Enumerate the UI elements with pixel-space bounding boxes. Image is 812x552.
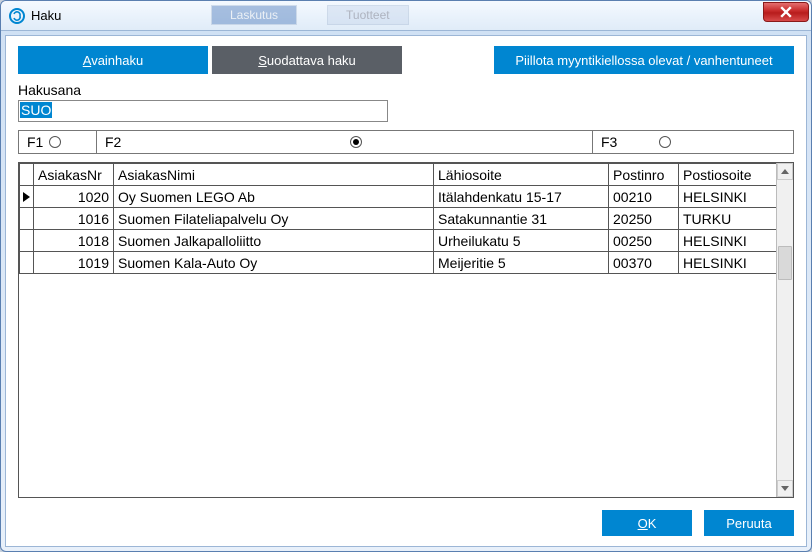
col-postiosoite[interactable]: Postiosoite (679, 164, 777, 186)
ok-button[interactable]: OK (602, 510, 692, 536)
col-asiakasnimi[interactable]: AsiakasNimi (114, 164, 434, 186)
scroll-thumb[interactable] (778, 246, 792, 280)
search-field-block: Hakusana SUO (18, 82, 794, 122)
col-postinro[interactable]: Postinro (609, 164, 679, 186)
radio-indicator (49, 136, 61, 148)
row-indicator-cell (20, 230, 34, 252)
current-row-icon (23, 192, 30, 202)
cell-lahi: Urheilukatu 5 (434, 230, 609, 252)
table-row[interactable]: 1019Suomen Kala-Auto OyMeijeritie 500370… (20, 252, 777, 274)
results-grid: AsiakasNr AsiakasNimi Lähiosoite Postinr… (18, 162, 794, 498)
cell-nr: 1018 (34, 230, 114, 252)
cell-pnro: 20250 (609, 208, 679, 230)
bg-tab: Tuotteet (327, 5, 409, 25)
cell-nr: 1019 (34, 252, 114, 274)
tab-suodattava[interactable]: Suodattava haku (212, 46, 402, 74)
cell-pnro: 00370 (609, 252, 679, 274)
cell-nimi: Suomen Jalkapalloliitto (114, 230, 434, 252)
window-title: Haku (31, 8, 61, 23)
tab-label-rest: vainhaku (91, 53, 143, 68)
dialog-footer: OK Peruuta (18, 506, 794, 536)
radio-f2[interactable]: F2 (97, 131, 593, 153)
row-indicator-cell (20, 186, 34, 208)
cell-lahi: Satakunnantie 31 (434, 208, 609, 230)
cell-nimi: Suomen Filateliapalvelu Oy (114, 208, 434, 230)
table-row[interactable]: 1020Oy Suomen LEGO AbItälahdenkatu 15-17… (20, 186, 777, 208)
cell-pnro: 00250 (609, 230, 679, 252)
bg-tab: Laskutus (211, 5, 297, 25)
scroll-track[interactable] (777, 180, 793, 480)
mode-tabs: Avainhaku Suodattava haku Piillota myynt… (18, 46, 794, 74)
cell-pos: HELSINKI (679, 230, 777, 252)
client-area: Avainhaku Suodattava haku Piillota myynt… (5, 35, 807, 547)
cell-lahi: Itälahdenkatu 15-17 (434, 186, 609, 208)
cell-nimi: Suomen Kala-Auto Oy (114, 252, 434, 274)
radio-label: F3 (601, 134, 617, 150)
table-header-row: AsiakasNr AsiakasNimi Lähiosoite Postinr… (20, 164, 777, 186)
table-row[interactable]: 1018Suomen JalkapalloliittoUrheilukatu 5… (20, 230, 777, 252)
radio-indicator (659, 136, 671, 148)
f-key-radios: F1 F2 F3 (18, 130, 794, 154)
background-tabs: Laskutus Tuotteet (211, 5, 409, 25)
hide-expired-button[interactable]: Piillota myyntikiellossa olevat / vanhen… (494, 46, 794, 74)
scroll-down-button[interactable] (777, 480, 793, 497)
search-label: Hakusana (18, 82, 794, 98)
cell-nr: 1016 (34, 208, 114, 230)
close-icon (780, 6, 792, 18)
radio-f3[interactable]: F3 (593, 131, 793, 153)
app-icon (9, 8, 25, 24)
radio-label: F2 (105, 134, 121, 150)
chevron-down-icon (781, 486, 789, 491)
cell-nr: 1020 (34, 186, 114, 208)
radio-indicator (350, 136, 362, 148)
chevron-up-icon (781, 169, 789, 174)
cell-lahi: Meijeritie 5 (434, 252, 609, 274)
cell-nimi: Oy Suomen LEGO Ab (114, 186, 434, 208)
row-indicator-cell (20, 252, 34, 274)
tab-avainhaku[interactable]: Avainhaku (18, 46, 208, 74)
scroll-up-button[interactable] (777, 163, 793, 180)
radio-f1[interactable]: F1 (19, 131, 97, 153)
cell-pnro: 00210 (609, 186, 679, 208)
dialog-window: Haku Laskutus Tuotteet Avainhaku Suodatt… (0, 0, 812, 552)
cancel-button[interactable]: Peruuta (704, 510, 794, 536)
col-asiakasnr[interactable]: AsiakasNr (34, 164, 114, 186)
col-selector[interactable] (20, 164, 34, 186)
row-indicator-cell (20, 208, 34, 230)
cell-pos: TURKU (679, 208, 777, 230)
titlebar: Haku Laskutus Tuotteet (1, 1, 811, 31)
close-button[interactable] (763, 2, 809, 22)
cell-pos: HELSINKI (679, 186, 777, 208)
table-row[interactable]: 1016Suomen Filateliapalvelu OySatakunnan… (20, 208, 777, 230)
results-table[interactable]: AsiakasNr AsiakasNimi Lähiosoite Postinr… (19, 163, 776, 274)
radio-label: F1 (27, 134, 43, 150)
vertical-scrollbar[interactable] (776, 163, 793, 497)
search-input[interactable] (18, 100, 388, 122)
col-lahiosoite[interactable]: Lähiosoite (434, 164, 609, 186)
tab-label-rest: uodattava haku (267, 53, 356, 68)
cell-pos: HELSINKI (679, 252, 777, 274)
